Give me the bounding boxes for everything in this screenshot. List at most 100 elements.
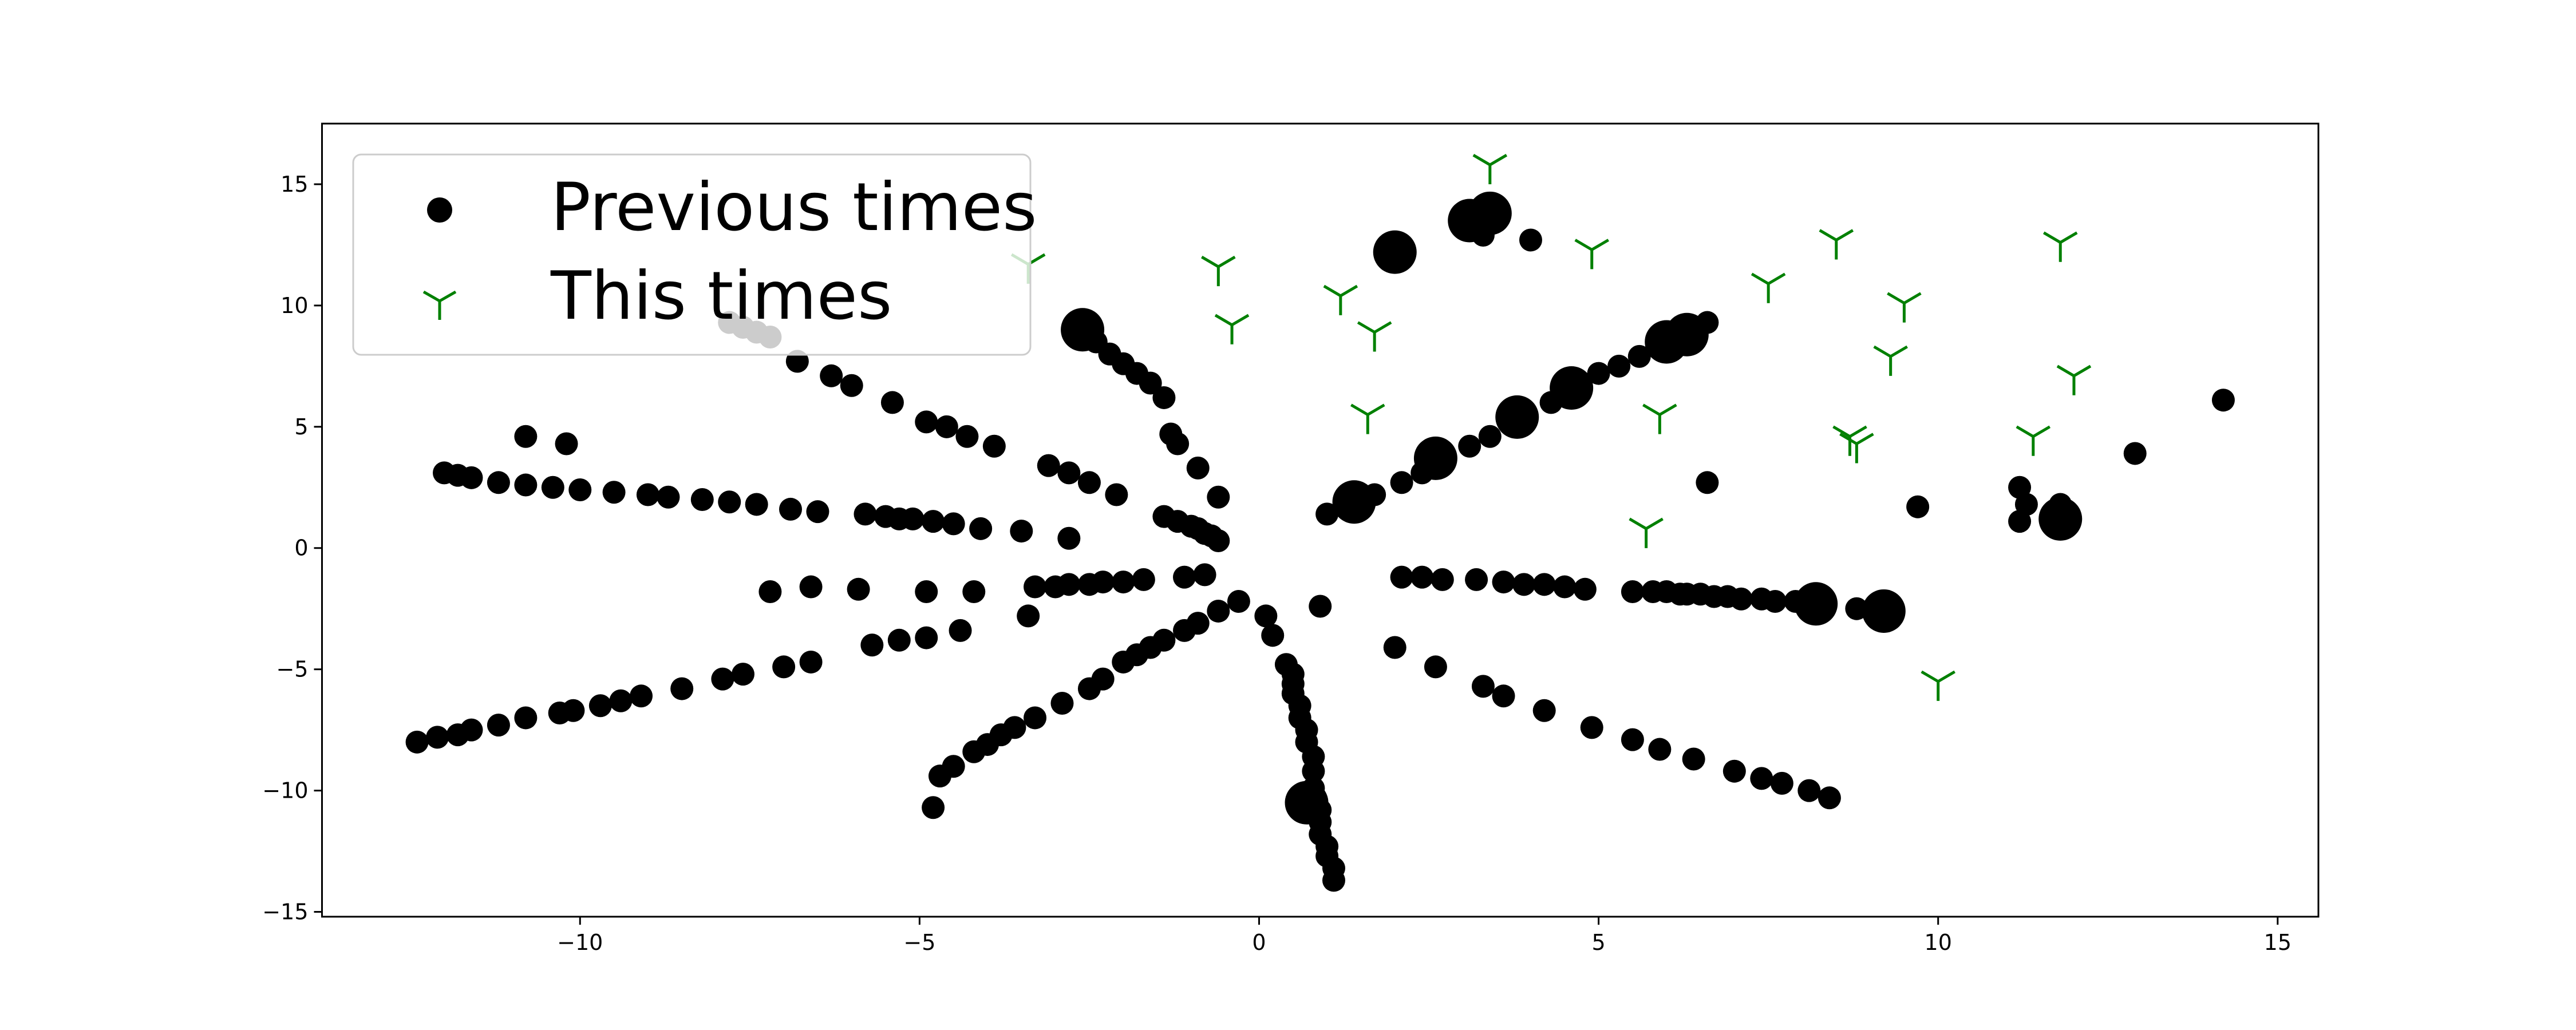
- this-times-point: [1642, 403, 1677, 434]
- previous-times-point: [955, 425, 979, 448]
- previous-times-point: [880, 391, 904, 414]
- previous-times-point: [487, 471, 510, 494]
- this-times-point: [2056, 365, 2092, 395]
- axes-frame: [321, 122, 2320, 918]
- previous-times-point: [1465, 568, 1488, 591]
- previous-times-point: [1003, 716, 1026, 739]
- previous-times-point: [1580, 716, 1603, 739]
- this-times-point: [1574, 239, 1610, 270]
- previous-times-point: [2211, 389, 2235, 412]
- previous-times-point: [1682, 747, 1705, 771]
- previous-times-point: [962, 580, 986, 604]
- previous-times-point: [1152, 386, 1176, 409]
- previous-times-point: [1573, 577, 1597, 601]
- previous-times-point: [1797, 779, 1821, 802]
- previous-times-point: [718, 490, 741, 514]
- legend-label-previous: Previous times: [551, 169, 1037, 246]
- previous-times-point: [1532, 573, 1556, 596]
- previous-times-point: [1764, 589, 1787, 613]
- previous-times-point: [887, 628, 911, 652]
- previous-times-point: [915, 626, 938, 649]
- previous-times-point: [1186, 612, 1210, 635]
- previous-times-point: [1010, 520, 1033, 543]
- previous-times-point: [758, 580, 782, 604]
- previous-times-point: [1207, 599, 1230, 623]
- legend-box: [352, 153, 1032, 356]
- previous-times-point: [1057, 573, 1081, 596]
- previous-times-point-large: [1794, 582, 1838, 626]
- previous-times-point: [514, 473, 538, 497]
- previous-times-point: [935, 415, 958, 438]
- previous-times-point: [982, 434, 1006, 458]
- previous-times-point: [460, 466, 483, 489]
- previous-times-point: [1627, 344, 1651, 368]
- previous-times-point: [1024, 706, 1047, 730]
- previous-times-point: [1729, 587, 1753, 611]
- previous-times-point: [690, 488, 714, 511]
- previous-times-point: [915, 580, 938, 604]
- previous-times-point: [806, 500, 829, 524]
- previous-times-point: [1057, 461, 1081, 485]
- this-times-point: [1839, 433, 1874, 464]
- x-tick-label: 15: [2264, 930, 2291, 955]
- previous-times-point-large: [1285, 781, 1329, 825]
- previous-times-point: [711, 667, 734, 691]
- previous-times-point: [1315, 502, 1339, 526]
- this-times-point: [1357, 321, 1392, 352]
- previous-times-point: [1173, 565, 1196, 589]
- y-tick-label: −10: [262, 778, 308, 803]
- previous-times-point: [405, 730, 429, 754]
- this-times-point: [1350, 403, 1385, 434]
- this-times-point: [1921, 670, 1955, 701]
- previous-times-point: [555, 432, 578, 455]
- previous-times-point: [1390, 471, 1413, 494]
- previous-times-point: [1424, 655, 1447, 679]
- previous-times-point: [514, 425, 538, 448]
- previous-times-point: [1722, 759, 1746, 783]
- previous-times-point: [657, 485, 680, 509]
- previous-times-point: [820, 364, 843, 387]
- previous-times-point: [1696, 471, 1719, 494]
- previous-times-point: [1037, 454, 1060, 477]
- previous-times-point: [1091, 571, 1115, 594]
- previous-times-point: [1024, 575, 1047, 599]
- this-times-point: [1751, 272, 1786, 303]
- previous-times-point: [562, 699, 585, 722]
- legend-marker-this: [422, 290, 457, 320]
- this-times-point: [1873, 345, 1908, 376]
- previous-times-point: [568, 478, 592, 502]
- previous-times-point: [1050, 692, 1074, 715]
- previous-times-point: [2008, 510, 2032, 533]
- previous-times-point: [1553, 575, 1577, 599]
- x-tick-label: −5: [903, 930, 935, 955]
- previous-times-point-large: [1862, 589, 1906, 633]
- previous-times-point: [514, 706, 538, 730]
- previous-times-point: [1512, 573, 1536, 596]
- previous-times-point: [922, 510, 945, 533]
- previous-times-point: [1132, 568, 1155, 591]
- previous-times-point: [772, 655, 796, 679]
- y-tick-label: 10: [280, 293, 308, 318]
- previous-times-point: [949, 619, 972, 642]
- previous-times-point-large: [1665, 312, 1709, 356]
- previous-times-point: [1261, 624, 1285, 647]
- this-times-point: [2042, 231, 2078, 262]
- this-times-point: [1629, 517, 1664, 548]
- previous-times-point: [915, 410, 938, 434]
- previous-times-point: [1207, 529, 1230, 553]
- previous-times-point: [942, 755, 965, 778]
- previous-times-point-large: [1373, 230, 1417, 274]
- previous-times-point: [1207, 485, 1230, 509]
- previous-times-point: [1302, 759, 1325, 783]
- previous-times-point: [1105, 483, 1128, 506]
- x-tick-label: 0: [1252, 930, 1266, 955]
- previous-times-point: [1471, 675, 1495, 698]
- previous-times-point: [602, 481, 626, 504]
- this-times-point: [2016, 425, 2051, 456]
- previous-times-point: [1770, 771, 1793, 795]
- y-tick-label: 15: [280, 172, 308, 197]
- previous-times-point: [1112, 571, 1135, 594]
- previous-times-point: [745, 493, 768, 516]
- this-times-point: [1214, 314, 1250, 344]
- previous-times-point: [942, 512, 965, 536]
